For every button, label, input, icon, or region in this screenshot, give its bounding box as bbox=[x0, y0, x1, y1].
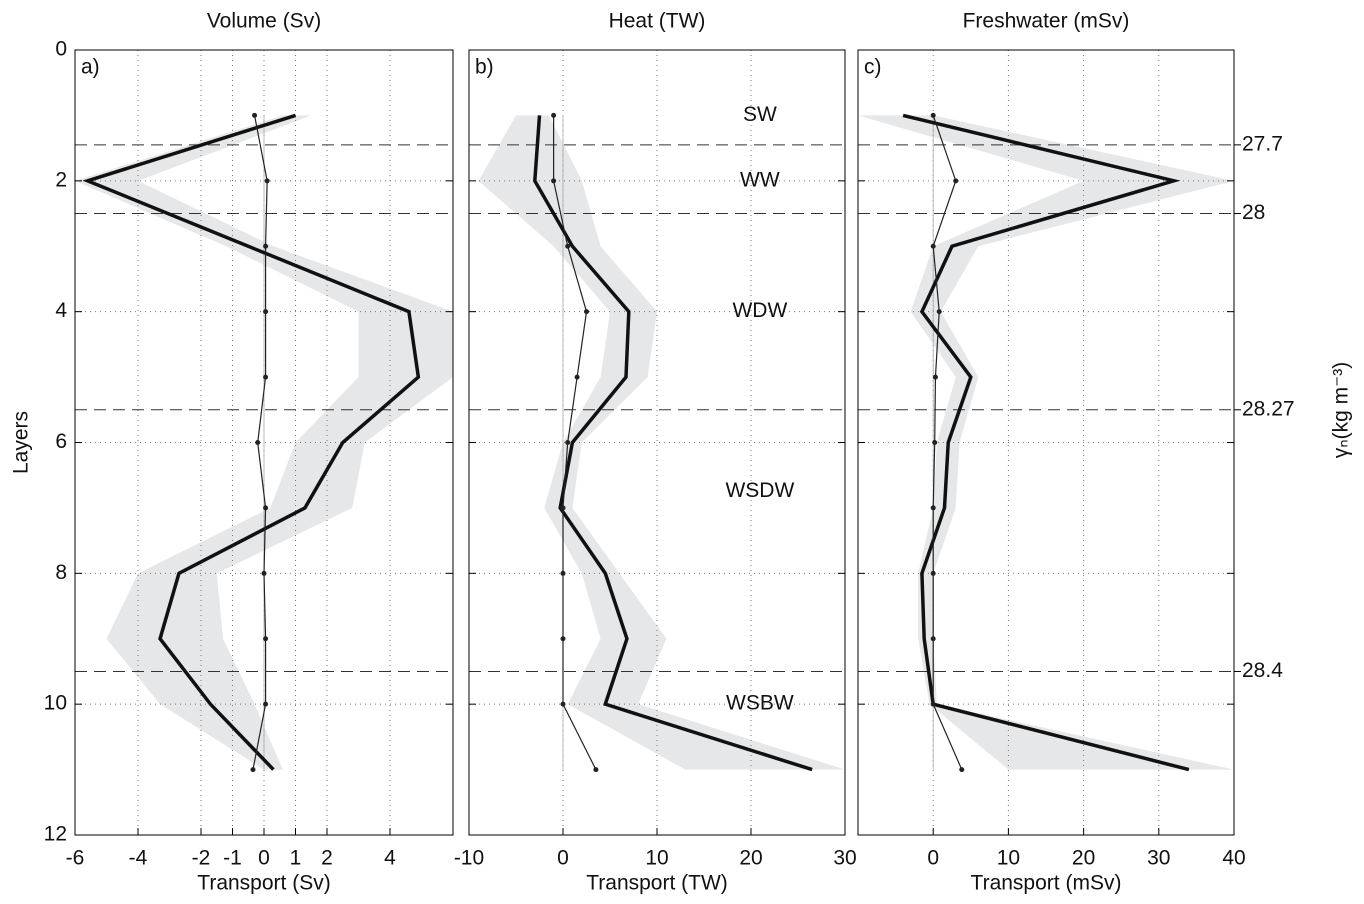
x-axis-label: Transport (TW) bbox=[586, 872, 728, 895]
profile-point bbox=[263, 374, 269, 380]
profile-point bbox=[261, 570, 267, 576]
y-tick-label: 6 bbox=[55, 430, 67, 453]
x-tick-label: -1 bbox=[223, 847, 242, 870]
profile-point bbox=[930, 701, 936, 707]
x-tick-label: -10 bbox=[454, 847, 484, 870]
panel-title: Heat (TW) bbox=[609, 10, 706, 33]
panel-label: b) bbox=[475, 56, 494, 79]
x-tick-label: 0 bbox=[258, 847, 270, 870]
y2-axis-label: γₙ(kg m⁻³) bbox=[1330, 362, 1353, 458]
panel-title: Freshwater (mSv) bbox=[963, 10, 1130, 33]
profile-point bbox=[263, 701, 269, 707]
x-axis-label: Transport (Sv) bbox=[197, 872, 330, 895]
y2-tick-label: 27.7 bbox=[1242, 132, 1283, 155]
profile-point bbox=[250, 767, 256, 773]
profile-point bbox=[574, 374, 580, 380]
y-tick-label: 8 bbox=[55, 561, 67, 584]
y-tick-label: 12 bbox=[44, 823, 67, 846]
profile-line bbox=[902, 113, 1190, 772]
profile-point bbox=[932, 374, 938, 380]
profile-line bbox=[82, 113, 421, 771]
profile-point bbox=[551, 112, 557, 118]
y2-tick-label: 28.27 bbox=[1242, 397, 1295, 420]
y-tick-label: 0 bbox=[55, 38, 67, 61]
profile-point bbox=[551, 178, 557, 184]
profile-point bbox=[255, 440, 261, 445]
profile-point bbox=[930, 112, 936, 118]
water-mass-label: WSBW bbox=[726, 692, 794, 715]
profile-point bbox=[930, 505, 936, 511]
x-tick-label: 30 bbox=[1147, 847, 1170, 870]
x-axis-label: Transport (mSv) bbox=[971, 872, 1122, 895]
plot-frame bbox=[857, 49, 1235, 836]
panel-title: Volume (Sv) bbox=[207, 10, 321, 33]
uncertainty-band bbox=[478, 115, 845, 770]
profile-point bbox=[930, 243, 936, 249]
x-tick-label: 2 bbox=[321, 847, 333, 870]
profile-point bbox=[565, 243, 571, 249]
profile-point bbox=[932, 440, 938, 445]
profile-point bbox=[263, 309, 269, 315]
x-tick-label: 1 bbox=[290, 847, 302, 870]
profile-point bbox=[560, 701, 566, 707]
water-mass-label: WDW bbox=[732, 299, 787, 322]
y2-tick-label: 28.4 bbox=[1242, 659, 1283, 682]
plot-frame bbox=[468, 49, 846, 836]
profile-point bbox=[263, 636, 269, 642]
profile-point bbox=[263, 243, 269, 249]
water-mass-label: WW bbox=[740, 168, 780, 191]
x-tick-label: 20 bbox=[739, 847, 762, 870]
x-tick-label: 30 bbox=[833, 847, 856, 870]
profile-point bbox=[584, 309, 589, 315]
profile-point bbox=[560, 636, 566, 642]
x-tick-label: 10 bbox=[997, 847, 1020, 870]
x-tick-label: -6 bbox=[66, 847, 85, 870]
uncertainty-band bbox=[858, 115, 1234, 770]
panel-label: a) bbox=[81, 56, 100, 79]
plot-frame bbox=[74, 49, 454, 836]
y2-tick-label: 28 bbox=[1242, 201, 1265, 224]
profile-point bbox=[263, 505, 269, 511]
x-tick-label: -2 bbox=[192, 847, 211, 870]
y-tick-label: 10 bbox=[44, 692, 67, 715]
x-tick-label: 0 bbox=[557, 847, 569, 870]
y-tick-label: 4 bbox=[55, 299, 67, 322]
x-tick-label: -4 bbox=[129, 847, 148, 870]
y-tick-label: 2 bbox=[55, 168, 67, 191]
water-mass-label: WSDW bbox=[725, 479, 794, 502]
profile-point bbox=[936, 309, 942, 315]
x-tick-label: 4 bbox=[384, 847, 396, 870]
x-tick-label: 10 bbox=[645, 847, 668, 870]
profile-point bbox=[560, 570, 566, 576]
x-tick-label: 40 bbox=[1222, 847, 1245, 870]
profile-point bbox=[565, 440, 571, 445]
water-mass-label: SW bbox=[743, 103, 777, 126]
profile-point bbox=[252, 112, 258, 118]
profile-line bbox=[533, 115, 813, 772]
profile-point bbox=[930, 636, 936, 642]
profile-point bbox=[560, 505, 566, 511]
panel-label: c) bbox=[864, 56, 882, 79]
y-axis-label: Layers bbox=[10, 411, 33, 474]
x-tick-label: 20 bbox=[1072, 847, 1095, 870]
profile-point bbox=[959, 767, 965, 773]
profile-point bbox=[264, 178, 270, 184]
profile-point bbox=[930, 570, 936, 576]
profile-point bbox=[953, 178, 959, 184]
x-tick-label: 0 bbox=[927, 847, 939, 870]
profile-point bbox=[593, 767, 599, 773]
